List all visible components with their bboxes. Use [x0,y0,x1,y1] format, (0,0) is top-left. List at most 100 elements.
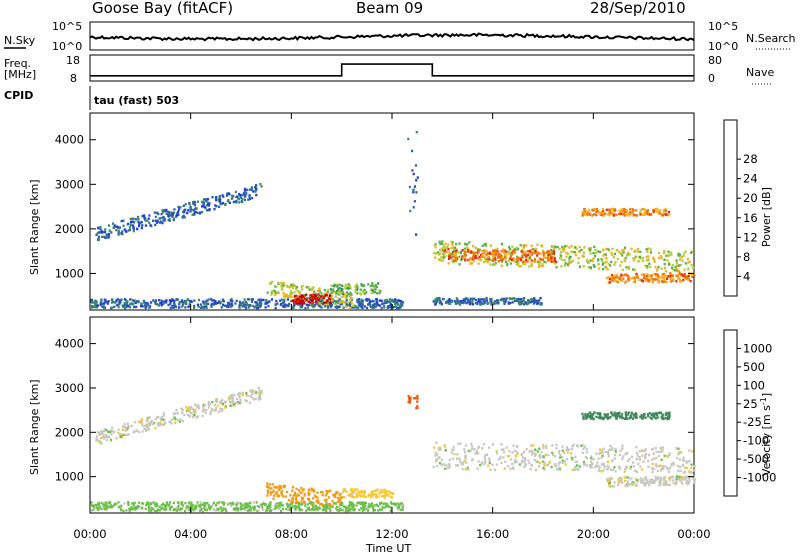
velocity-cell-0-146 [217,410,221,413]
power-cell-9-61 [456,298,459,301]
power-cell-0-117 [152,219,155,222]
velocity-cell-1-332 [348,504,351,507]
velocity-cell-4-243 [575,460,579,464]
power-cell-4-60 [337,283,340,286]
power-cell-0-265 [195,207,198,210]
velocity-cell-1-403 [314,507,317,510]
velocity-cell-4-450 [614,450,617,453]
power-cell-1-186 [205,306,208,309]
velocity-cell-1-407 [141,507,144,510]
power-cell-6-200 [494,253,497,257]
power-cell-0-231 [248,194,251,197]
power-ylabel: Slant Range [km] [28,179,41,275]
power-cell-0-207 [171,214,174,217]
power-cell-1-445 [206,299,209,302]
power-cell-3-21 [312,301,315,305]
power-cell-5-319 [506,263,509,266]
velocity-cell-4-299 [611,446,614,450]
power-cell-1-534 [154,301,157,304]
power-cell-0-141 [137,220,140,224]
power-cell-0-190 [161,221,164,225]
velocity-cell-4-327 [585,450,588,454]
velocity-cell-4-182 [657,464,660,468]
velocity-cell-2-26 [293,491,296,494]
power-cell-5-229 [663,262,666,266]
power-cell-1-143 [335,306,338,309]
velocity-cell-1-520 [322,508,325,511]
velocity-cell-1-447 [128,507,131,511]
power-cell-5-82 [580,248,583,252]
power-cell-0-249 [167,215,170,218]
power-cell-0-211 [129,217,132,221]
power-cell-2-154 [291,286,294,290]
velocity-cell-6-60 [676,477,679,480]
velocity-cell-4-110 [469,449,472,453]
velocity-cell-3-29 [384,494,387,497]
power-cell-4-54 [363,292,366,295]
power-cell-0-232 [252,190,255,193]
velocity-cell-1-289 [130,506,133,509]
velocity-cell-0-185 [229,404,232,408]
velocity-cell-2-58 [327,490,330,493]
velocity-cell-4-298 [448,458,451,461]
power-cell-8-30 [683,276,686,280]
power-cell-4-57 [332,284,335,288]
power-cell-5-287 [601,260,604,263]
power-cell-0-202 [104,230,107,234]
power-cell-6-197 [549,251,552,254]
power-cell-6-126 [478,248,481,251]
velocity-cbar-label-1: 500 [743,360,765,374]
velocity-cell-4-212 [533,458,536,461]
velocity-cell-2-37 [341,496,344,499]
power-cell-0-160 [130,220,133,224]
power-cell-5-13 [450,247,453,250]
velocity-cell-4-49 [656,465,659,468]
velocity-cell-2-67 [315,500,318,503]
velocity-colorbar-label: Velocity [m s-1] [759,393,773,476]
power-cell-1-105 [199,303,203,306]
power-cell-8-8 [646,274,649,277]
power-cell-2-1 [326,291,329,294]
power-cell-9-169 [477,298,480,301]
power-cell-9-160 [530,297,533,301]
velocity-cell-4-385 [582,447,585,451]
power-cell-0-180 [226,192,229,195]
power-cell-1-377 [274,303,277,307]
velocity-cell-3-68 [361,494,364,498]
velocity-cell-5-46 [658,411,661,414]
velocity-cell-4-235 [464,451,467,454]
power-cell-6-121 [481,253,484,256]
velocity-cell-1-441 [278,507,281,510]
velocity-cell-5-126 [639,415,642,419]
power-cell-8-42 [616,275,619,279]
power-cell-7-1 [613,213,616,216]
velocity-cell-1-135 [323,506,326,509]
velocity-cell-1-430 [205,509,208,512]
power-cell-6-191 [549,258,552,262]
velocity-cell-4-147 [639,465,642,468]
velocity-cell-0-256 [193,414,196,417]
power-cell-5-23 [692,266,695,270]
power-cell-5-463 [597,263,600,266]
power-cell-4-40 [359,288,362,291]
power-cell-3-41 [302,295,305,298]
velocity-cell-4-319 [555,468,559,471]
velocity-cell-5-103 [609,416,612,419]
power-cell-0-155 [234,200,238,203]
power-cell-1-215 [193,299,196,302]
power-cell-1-135 [228,305,231,308]
velocity-cell-4-80 [648,453,651,457]
velocity-cell-0-71 [236,401,239,404]
velocity-cell-1-397 [175,509,178,512]
velocity-cell-3-59 [376,488,379,491]
power-cell-1-431 [337,299,340,303]
power-cell-5-15 [476,253,479,256]
velocity-cell-4-215 [620,447,623,450]
power-cell-4-22 [356,285,359,288]
velocity-cell-1-172 [372,507,375,510]
velocity-cell-1-359 [397,508,400,511]
power-cell-2-79 [345,295,349,298]
power-cell-6-97 [461,256,464,259]
velocity-cell-0-240 [159,421,162,424]
power-cell-6-26 [473,253,476,256]
